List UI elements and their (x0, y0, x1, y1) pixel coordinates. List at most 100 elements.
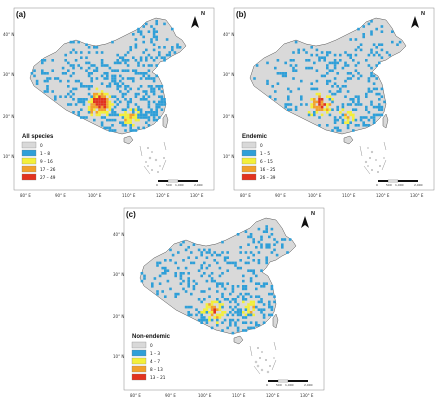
lat-tick-30: 30° N (113, 272, 124, 277)
richness-cell (226, 326, 229, 330)
richness-cell (98, 103, 101, 106)
richness-cell (349, 72, 352, 75)
richness-cell (249, 269, 253, 272)
richness-cell (74, 103, 78, 106)
richness-cell (100, 74, 104, 78)
scale-label-0: 0 (376, 183, 378, 187)
richness-cell (249, 233, 253, 236)
richness-cell (124, 108, 127, 111)
richness-cell (231, 290, 235, 293)
richness-cell (273, 248, 276, 252)
richness-cell (90, 79, 93, 83)
richness-cell (328, 98, 332, 101)
richness-cell (354, 38, 358, 41)
richness-cell (205, 318, 209, 322)
richness-cell (116, 59, 119, 62)
richness-cells (140, 225, 292, 335)
richness-cell (192, 287, 196, 291)
richness-cell (134, 129, 138, 132)
richness-cell (331, 98, 334, 101)
richness-cell (300, 79, 303, 83)
richness-cell (218, 253, 222, 257)
richness-cell (41, 61, 44, 65)
richness-cell (341, 113, 345, 117)
richness-cell (292, 69, 295, 72)
richness-cell (320, 113, 324, 117)
richness-cell (313, 103, 316, 106)
richness-cell (160, 100, 164, 104)
richness-cell (216, 253, 219, 257)
richness-cell (231, 331, 235, 335)
richness-cell (288, 238, 292, 241)
richness-cell (265, 282, 268, 285)
richness-cell (100, 105, 104, 109)
richness-cell (226, 269, 229, 272)
richness-cell (139, 85, 143, 88)
richness-cell (35, 79, 39, 83)
richness-cell (74, 87, 78, 91)
lon-tick-120: 120° E (156, 193, 170, 198)
richness-cell (129, 48, 132, 52)
richness-cell (111, 108, 114, 111)
richness-cell (100, 64, 104, 67)
richness-cell (163, 56, 166, 59)
richness-cell (164, 272, 167, 275)
richness-cell (391, 40, 394, 44)
richness-cell (197, 269, 201, 272)
richness-cell (155, 38, 158, 41)
richness-cell (129, 129, 132, 132)
legend-item-1: 1 – 8 (40, 151, 50, 156)
richness-cell (242, 295, 245, 298)
richness-cell (161, 290, 164, 293)
richness-cell (349, 53, 352, 57)
richness-cell (323, 74, 326, 78)
richness-cell (262, 285, 266, 288)
richness-cell (43, 79, 47, 83)
richness-cell (216, 316, 219, 319)
richness-cell (142, 40, 145, 44)
richness-cell (158, 261, 162, 265)
richness-cell (247, 235, 250, 239)
richness-cell (375, 113, 378, 117)
richness-cell (255, 246, 258, 249)
richness-cell (331, 129, 334, 132)
richness-cell (134, 108, 138, 111)
richness-cell (197, 248, 201, 252)
richness-cell (160, 95, 164, 98)
richness-cell (218, 266, 222, 270)
richness-cell (354, 64, 358, 67)
north-arrow: N (411, 11, 425, 28)
richness-cell (147, 64, 151, 67)
richness-cell (158, 95, 161, 98)
richness-cell (352, 59, 355, 62)
richness-cell (242, 329, 245, 332)
richness-cell (160, 98, 164, 101)
richness-cell (372, 74, 376, 78)
richness-cell (236, 313, 240, 317)
richness-cell (260, 246, 263, 249)
richness-cell (328, 113, 332, 117)
richness-cell (249, 300, 253, 304)
richness-cell (236, 326, 240, 330)
richness-cell (179, 274, 183, 278)
map-panel-a: N 0 500 1,000 2,000 40° N 30° N 20° N 10… (0, 0, 220, 200)
richness-cell (380, 30, 384, 33)
richness-cell (155, 103, 158, 106)
richness-cell (257, 227, 261, 231)
richness-cell (100, 61, 104, 65)
richness-cell (190, 251, 193, 254)
richness-cell (370, 33, 373, 36)
richness-cell (46, 90, 49, 93)
richness-cell (64, 59, 67, 62)
richness-cell (129, 100, 132, 104)
richness-cell (270, 287, 274, 291)
richness-cell (273, 243, 276, 246)
richness-cell (134, 43, 138, 46)
richness-cell (163, 22, 166, 26)
richness-cell (333, 82, 337, 85)
richness-cell (344, 64, 347, 67)
richness-cell (166, 279, 170, 283)
legend-item-2: 6 – 15 (260, 159, 273, 164)
richness-cell (137, 126, 140, 130)
richness-cell (262, 321, 266, 324)
